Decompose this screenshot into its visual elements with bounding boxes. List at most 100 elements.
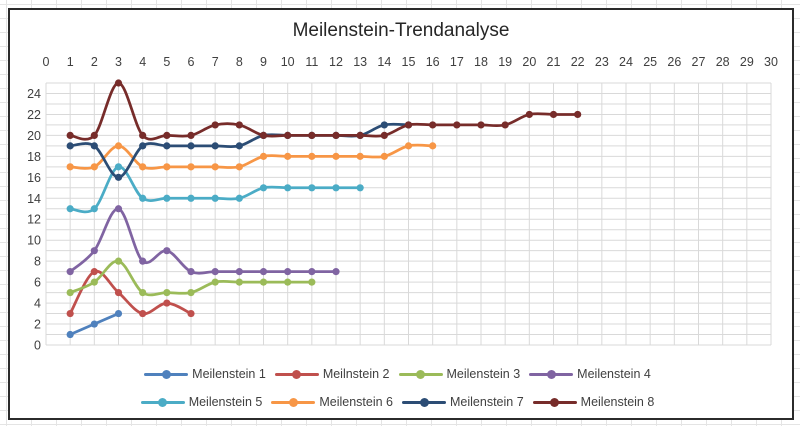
data-point-marker: [163, 194, 171, 202]
data-point-marker: [163, 131, 171, 139]
data-point-marker: [187, 309, 195, 318]
data-point-marker: [308, 278, 316, 286]
data-point-marker: [90, 205, 98, 213]
y-axis-tick-label: 16: [27, 171, 41, 185]
x-axis-tick-label: 10: [281, 55, 295, 69]
x-axis-tick-label: 6: [188, 55, 195, 69]
legend-item-2: Meilnstein 2: [274, 367, 397, 381]
data-point-marker: [211, 121, 219, 129]
data-point-marker: [259, 152, 268, 160]
data-point-marker: [549, 110, 558, 119]
data-point-marker: [90, 278, 98, 286]
data-point-marker: [284, 152, 292, 160]
data-point-marker: [139, 131, 147, 139]
legend-item-5: Meilenstein 5: [140, 395, 270, 409]
data-point-marker: [187, 131, 195, 139]
chart-object[interactable]: Meilenstein-Trendanalyse 0 1 2 3 4 5 6 7 8 9 10 11 1…: [8, 8, 794, 420]
x-axis-tick-label: 11: [305, 55, 318, 69]
y-axis-tick-label: 14: [27, 192, 41, 206]
y-axis-tick-label: 10: [27, 234, 41, 248]
x-axis-tick-label: 23: [595, 55, 609, 69]
series-meilenstein-6: [66, 142, 437, 171]
x-axis-tick-label: 5: [163, 55, 170, 69]
legend-label: Meilenstein 8: [580, 395, 655, 409]
x-axis-tick-label: 18: [474, 55, 488, 69]
data-point-marker: [380, 152, 388, 160]
legend-label: Meilnstein 2: [322, 367, 390, 381]
data-point-marker: [114, 289, 123, 297]
data-point-marker: [284, 131, 292, 139]
data-point-marker: [139, 309, 147, 318]
data-point-marker: [356, 152, 364, 160]
data-point-marker: [187, 289, 195, 297]
legend-item-3: Meilenstein 3: [398, 367, 528, 381]
data-point-marker: [235, 194, 243, 202]
data-point-marker: [284, 184, 292, 192]
data-point-marker: [308, 152, 316, 160]
x-axis-tick-label: 17: [450, 55, 464, 69]
data-point-marker: [114, 163, 123, 171]
x-axis-tick-label: 0: [43, 55, 50, 69]
data-point-marker: [90, 163, 98, 171]
data-point-marker: [90, 131, 98, 139]
series-meilenstein-3: [66, 257, 316, 297]
y-axis-tick-label: 24: [27, 87, 41, 101]
legend-label: Meilenstein 1: [192, 367, 266, 381]
legend-line-dot-icon: [271, 397, 316, 407]
legend-label: Meilenstein 6: [319, 395, 393, 409]
series-line: [68, 143, 435, 170]
data-point-marker: [114, 173, 123, 181]
data-point-marker: [187, 142, 195, 150]
chart-plot-area: 0 1 2 3 4 5 6 7 8 9 10 11 12 13 14 15 16 17 18 19 20 21 22 23 24…: [27, 55, 778, 353]
legend-item-8: Meilenstein 8: [532, 395, 662, 409]
data-point-marker: [259, 131, 268, 139]
data-point-marker: [235, 142, 243, 150]
y-axis-tick-label: 0: [34, 339, 41, 353]
data-point-marker: [356, 131, 364, 139]
data-point-marker: [380, 121, 388, 129]
data-point-marker: [163, 142, 171, 150]
x-axis-tick-label: 26: [667, 55, 681, 69]
x-axis-tick-label: 7: [212, 55, 219, 69]
data-point-marker: [139, 163, 147, 171]
data-point-marker: [574, 110, 582, 119]
data-point-marker: [235, 278, 243, 286]
data-point-marker: [139, 257, 147, 265]
data-point-marker: [187, 194, 195, 202]
data-point-marker: [501, 121, 509, 129]
y-axis-tick-label: 18: [27, 150, 41, 164]
data-point-marker: [235, 268, 243, 276]
data-point-marker: [332, 152, 340, 160]
legend-line-dot-icon: [402, 397, 446, 407]
x-axis-tick-label: 14: [377, 55, 391, 69]
data-point-marker: [235, 163, 243, 171]
legend-label: Meilenstein 4: [577, 367, 651, 381]
data-point-marker: [259, 268, 268, 276]
series-meilenstein-8: [66, 79, 582, 141]
data-point-marker: [356, 184, 364, 192]
data-point-marker: [90, 142, 98, 150]
x-axis-tick-label: 2: [91, 55, 98, 69]
x-axis-tick-label: 8: [236, 55, 243, 69]
data-point-marker: [211, 163, 219, 171]
data-point-marker: [90, 268, 98, 276]
data-point-marker: [114, 79, 123, 87]
chart-title: Meilenstein-Trendanalyse: [292, 20, 510, 41]
legend-line-dot-icon: [140, 397, 185, 407]
data-point-marker: [525, 110, 533, 119]
data-point-marker: [284, 268, 292, 276]
data-point-marker: [114, 309, 123, 318]
series-meilenstein-4: [66, 205, 340, 276]
x-axis-tick-label: 30: [764, 55, 778, 69]
legend-row-2: Meilenstein 5 Meilenstein 6 Meilenstein 7 M…: [10, 395, 792, 409]
data-point-marker: [332, 131, 340, 139]
data-point-marker: [66, 205, 74, 213]
x-axis-tick-label: 21: [547, 55, 561, 69]
x-axis-tick-label: 28: [716, 55, 730, 69]
x-axis-tick-label: 1: [67, 55, 74, 69]
y-axis-tick-label: 4: [34, 297, 41, 311]
series-meilenstein-1: [66, 309, 123, 339]
data-point-marker: [114, 205, 123, 213]
data-point-marker: [139, 194, 147, 202]
data-point-marker: [66, 289, 74, 297]
